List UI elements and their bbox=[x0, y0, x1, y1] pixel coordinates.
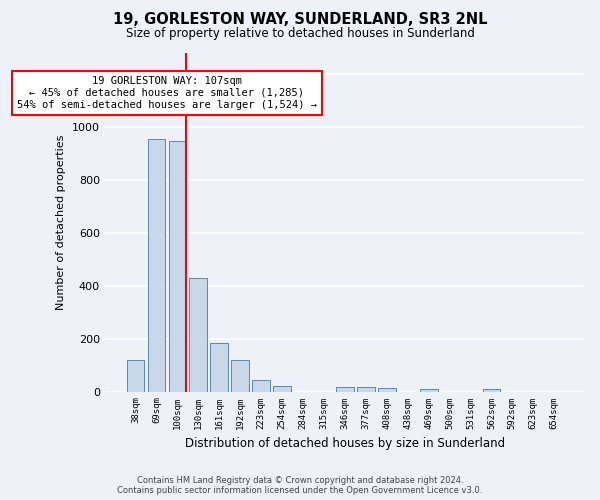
Bar bbox=[273, 386, 291, 392]
Text: 19, GORLESTON WAY, SUNDERLAND, SR3 2NL: 19, GORLESTON WAY, SUNDERLAND, SR3 2NL bbox=[113, 12, 487, 28]
Y-axis label: Number of detached properties: Number of detached properties bbox=[56, 134, 66, 310]
Bar bbox=[336, 387, 354, 392]
Bar bbox=[211, 343, 228, 392]
Bar bbox=[148, 138, 166, 392]
Bar bbox=[252, 380, 270, 392]
Bar bbox=[232, 360, 249, 392]
Text: 19 GORLESTON WAY: 107sqm
← 45% of detached houses are smaller (1,285)
54% of sem: 19 GORLESTON WAY: 107sqm ← 45% of detach… bbox=[17, 76, 317, 110]
Text: Size of property relative to detached houses in Sunderland: Size of property relative to detached ho… bbox=[125, 28, 475, 40]
Bar bbox=[378, 388, 395, 392]
Bar bbox=[127, 360, 145, 392]
Bar bbox=[482, 390, 500, 392]
Bar bbox=[420, 390, 437, 392]
Bar bbox=[357, 387, 375, 392]
Text: Contains HM Land Registry data © Crown copyright and database right 2024.
Contai: Contains HM Land Registry data © Crown c… bbox=[118, 476, 482, 495]
Bar bbox=[169, 141, 187, 392]
Bar bbox=[190, 278, 207, 392]
X-axis label: Distribution of detached houses by size in Sunderland: Distribution of detached houses by size … bbox=[185, 437, 505, 450]
